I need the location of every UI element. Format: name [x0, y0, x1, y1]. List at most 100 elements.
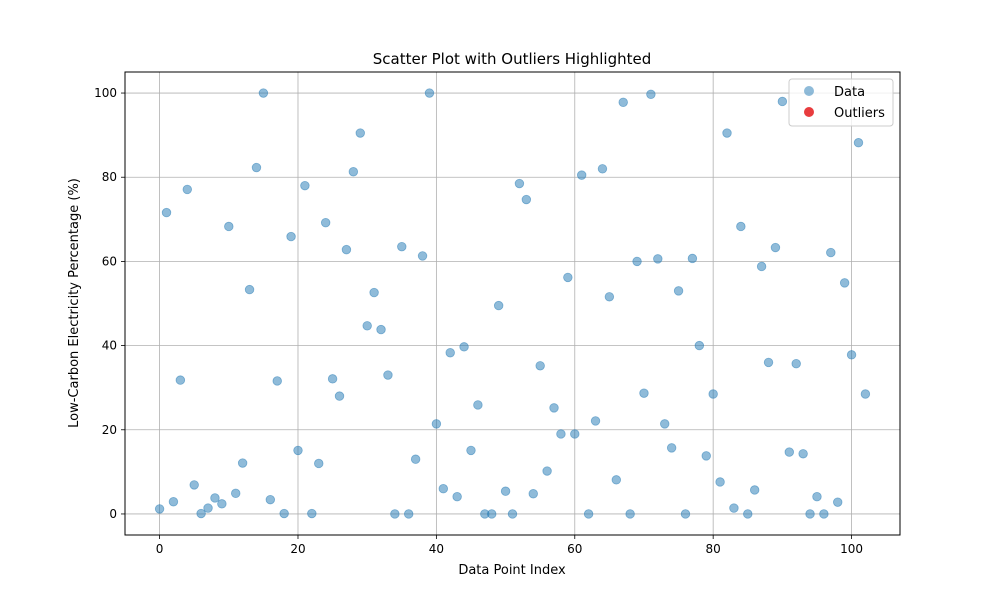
- data-point: [438, 484, 449, 494]
- data-point: [404, 509, 414, 519]
- data-point: [722, 128, 732, 138]
- legend-marker-outliers: [804, 107, 814, 117]
- data-point: [217, 499, 227, 509]
- data-point: [763, 357, 774, 368]
- legend-marker-data: [804, 86, 814, 96]
- legend-label-outliers: Outliers: [834, 106, 885, 121]
- data-point: [452, 491, 462, 502]
- data-point: [203, 503, 213, 513]
- data-point: [604, 292, 615, 302]
- data-point: [542, 466, 552, 476]
- data-point: [473, 400, 483, 410]
- data-point: [341, 244, 352, 255]
- data-point: [528, 489, 538, 499]
- data-point: [224, 221, 234, 232]
- data-point: [590, 416, 601, 426]
- data-point: [701, 451, 711, 461]
- data-point: [189, 480, 199, 490]
- data-point: [293, 445, 303, 456]
- x-tick-label: 80: [706, 542, 721, 556]
- data-point: [390, 509, 400, 519]
- data-point: [826, 247, 836, 258]
- x-tick-label: 20: [290, 542, 305, 556]
- data-point: [272, 376, 282, 386]
- data-point: [466, 445, 476, 456]
- legend-box: [788, 78, 894, 127]
- data-point: [507, 509, 518, 519]
- data-point: [431, 419, 442, 429]
- data-point: [632, 256, 642, 267]
- data-point: [459, 342, 469, 352]
- data-point: [812, 491, 822, 502]
- data-point: [300, 180, 310, 191]
- data-point: [314, 458, 324, 469]
- data-point: [556, 429, 566, 439]
- data-point: [362, 321, 372, 331]
- y-tick-label: 60: [102, 254, 117, 268]
- data-point: [535, 361, 545, 371]
- data-point: [383, 370, 393, 380]
- data-point: [161, 207, 172, 218]
- data-point: [251, 162, 262, 173]
- data-point: [570, 429, 580, 439]
- data-point: [210, 493, 220, 503]
- x-tick-label: 0: [156, 542, 164, 556]
- data-point: [355, 128, 365, 138]
- data-point: [424, 88, 435, 98]
- data-point: [860, 389, 871, 399]
- data-point: [625, 509, 635, 519]
- data-point: [576, 170, 587, 180]
- data-point: [653, 254, 663, 264]
- data-point: [549, 403, 559, 413]
- data-point: [839, 278, 850, 288]
- y-tick-label: 40: [102, 339, 117, 353]
- data-point: [660, 419, 670, 429]
- data-point: [175, 375, 186, 385]
- data-point: [410, 454, 421, 464]
- x-tick-label: 100: [840, 542, 863, 556]
- data-point: [597, 164, 608, 174]
- data-point: [736, 221, 746, 232]
- axis-ticks: 0 20 40 60 80 100 0 20 40 60 80 100: [94, 86, 863, 556]
- data-point: [286, 231, 296, 242]
- data-point: [743, 509, 753, 519]
- data-point: [583, 509, 594, 519]
- data-point: [853, 138, 864, 148]
- data-point: [708, 389, 718, 399]
- data-point: [639, 388, 649, 398]
- data-point: [487, 509, 497, 519]
- y-tick-label: 20: [102, 423, 117, 437]
- data-point: [514, 178, 525, 189]
- data-point: [417, 251, 428, 261]
- data-point: [369, 287, 379, 298]
- data-point: [563, 272, 573, 283]
- y-tick-label: 100: [94, 86, 117, 100]
- x-tick-label: 40: [429, 542, 444, 556]
- data-point: [770, 242, 781, 253]
- data-point: [729, 503, 739, 513]
- plot-area-frame: [124, 71, 901, 536]
- data-point: [798, 449, 808, 459]
- y-axis-title: Low-Carbon Electricity Percentage (%): [67, 178, 82, 428]
- data-point: [791, 358, 801, 369]
- data-point: [715, 477, 725, 487]
- data-point: [154, 504, 165, 514]
- y-tick-label: 0: [109, 507, 117, 521]
- data-point: [493, 300, 504, 311]
- data-point: [521, 194, 532, 205]
- data-point: [784, 447, 794, 457]
- data-point: [334, 391, 345, 401]
- data-point: [805, 509, 815, 519]
- data-point: [846, 350, 857, 360]
- data-point: [749, 485, 760, 495]
- data-point: [182, 184, 192, 195]
- chart-title: Scatter Plot with Outliers Highlighted: [373, 50, 652, 68]
- data-points: [154, 88, 871, 519]
- y-tick-label: 80: [102, 170, 117, 184]
- data-point: [819, 509, 829, 519]
- data-point: [687, 253, 698, 264]
- data-point: [756, 261, 767, 272]
- data-point: [244, 284, 255, 295]
- data-point: [673, 286, 684, 296]
